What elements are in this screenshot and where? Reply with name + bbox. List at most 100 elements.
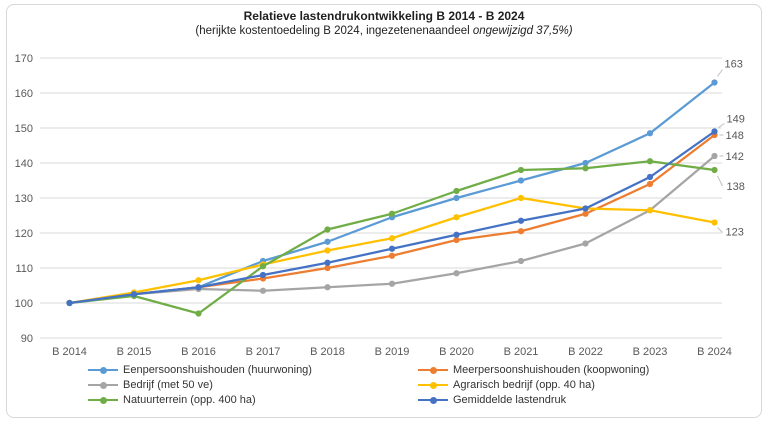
- legend-label: Natuurterrein (opp. 400 ha): [123, 394, 256, 406]
- series-point: [582, 210, 589, 217]
- series-point: [711, 166, 718, 174]
- series-point: [388, 252, 396, 259]
- series-point: [259, 263, 267, 270]
- chart-header: Relatieve lastendrukontwikkeling B 2014 …: [0, 9, 768, 38]
- end-label-leader: [718, 123, 725, 128]
- x-axis-tick-label: B 2017: [246, 346, 281, 358]
- series-point: [582, 165, 589, 172]
- series-point: [646, 158, 654, 165]
- x-axis-tick-label: B 2019: [375, 346, 410, 358]
- series-point: [582, 159, 589, 167]
- series-point: [517, 177, 525, 184]
- series-point: [517, 217, 525, 224]
- series-point: [711, 219, 718, 226]
- legend-line-marker-icon: [418, 366, 448, 374]
- x-axis-tick-label: B 2023: [633, 346, 668, 358]
- legend-item-0: Eenpersoonshuishouden (huurwoning): [88, 363, 418, 377]
- series-point: [646, 130, 654, 137]
- series-end-label-3: 123: [726, 227, 744, 239]
- series-end-label-2: 142: [726, 151, 744, 163]
- series-point: [259, 271, 267, 279]
- legend-item-5: Gemiddelde lastendruk: [418, 393, 668, 407]
- y-axis-tick-label: 170: [15, 53, 33, 65]
- legend-line-marker-icon: [418, 381, 448, 389]
- series-point: [517, 228, 525, 235]
- series-point: [517, 257, 525, 265]
- series-point: [711, 152, 718, 160]
- legend-label: Agrarisch bedrijf (opp. 40 ha): [453, 379, 595, 391]
- series-point: [324, 284, 331, 291]
- legend-line-marker-icon: [418, 396, 448, 404]
- series-end-label-1: 148: [726, 130, 744, 142]
- series-point: [453, 231, 460, 238]
- x-axis-tick-label: B 2022: [568, 346, 603, 358]
- x-axis-tick-label: B 2021: [504, 346, 539, 358]
- series-end-label-4: 138: [727, 181, 745, 193]
- series-point: [646, 207, 654, 214]
- legend-line-marker-icon: [88, 396, 118, 404]
- y-axis-tick-label: 110: [15, 263, 33, 275]
- series-point: [66, 299, 73, 307]
- legend-label: Gemiddelde lastendruk: [453, 394, 567, 406]
- x-axis-tick-label: B 2018: [310, 346, 345, 358]
- y-axis-tick-label: 130: [15, 193, 33, 205]
- y-axis-tick-label: 160: [15, 88, 33, 100]
- chart-title: Relatieve lastendrukontwikkeling B 2014 …: [243, 9, 525, 23]
- series-point: [130, 291, 138, 298]
- legend-label: Meerpersoonshuishouden (koopwoning): [453, 364, 650, 376]
- series-point: [324, 247, 331, 254]
- x-axis-tick-label: B 2014: [52, 346, 87, 358]
- legend-label: Eenpersoonshuishouden (huurwoning): [123, 364, 312, 376]
- legend-line-marker-icon: [88, 366, 118, 374]
- y-axis-tick-label: 90: [21, 333, 33, 345]
- series-point: [324, 259, 331, 266]
- chart-subtitle-prefix: (herijkte kostentoedeling B 2024, ingeze…: [195, 25, 473, 37]
- series-point: [388, 245, 396, 252]
- y-axis-tick-label: 140: [15, 158, 33, 170]
- legend-item-1: Meerpersoonshuishouden (koopwoning): [418, 363, 668, 377]
- series-end-label-5: 149: [727, 114, 745, 126]
- series-point: [453, 214, 460, 221]
- series-point: [711, 79, 718, 86]
- y-axis-tick-label: 100: [15, 298, 33, 310]
- series-point: [195, 277, 202, 284]
- y-axis-tick-label: 120: [15, 228, 33, 240]
- chart-subtitle: (herijkte kostentoedeling B 2024, ingeze…: [0, 24, 768, 38]
- end-label-leader: [717, 69, 723, 77]
- legend-label: Bedrijf (met 50 ve): [123, 379, 213, 391]
- x-axis-tick-label: B 2015: [117, 346, 152, 358]
- series-point: [324, 238, 331, 245]
- y-axis-tick-label: 150: [15, 123, 33, 135]
- series-point: [453, 236, 460, 244]
- series-point: [453, 194, 460, 202]
- series-point: [582, 205, 589, 212]
- chart-subtitle-italic: ongewijzigd 37,5%): [472, 25, 573, 37]
- series-point: [388, 280, 396, 287]
- series-point: [324, 264, 331, 272]
- series-point: [517, 194, 525, 202]
- chart-outer-border: [6, 4, 762, 418]
- series-point: [453, 187, 460, 195]
- legend-item-3: Agrarisch bedrijf (opp. 40 ha): [418, 378, 668, 392]
- legend-item-2: Bedrijf (met 50 ve): [88, 378, 418, 392]
- legend-line-marker-icon: [88, 381, 118, 389]
- x-axis-tick-label: B 2020: [439, 346, 474, 358]
- end-label-leader: [717, 175, 723, 187]
- series-point: [388, 210, 396, 217]
- chart-legend: Eenpersoonshuishouden (huurwoning) Meerpe…: [88, 363, 668, 407]
- series-point: [453, 270, 460, 277]
- series-point: [388, 235, 396, 242]
- series-point: [582, 240, 589, 247]
- series-point: [195, 284, 202, 291]
- x-axis-tick-label: B 2024: [697, 346, 732, 358]
- end-label-leader: [717, 227, 723, 233]
- series-point: [195, 310, 202, 317]
- x-axis-tick-label: B 2016: [181, 346, 216, 358]
- series-point: [711, 128, 718, 135]
- series-point: [646, 180, 654, 188]
- series-end-label-0: 163: [725, 59, 743, 71]
- series-point: [517, 166, 525, 174]
- line-chart-plot-area: 90 100 110 120 130 140 150 160 170 B 2014 B 2015 B …: [15, 53, 745, 358]
- legend-item-4: Natuurterrein (opp. 400 ha): [88, 393, 418, 407]
